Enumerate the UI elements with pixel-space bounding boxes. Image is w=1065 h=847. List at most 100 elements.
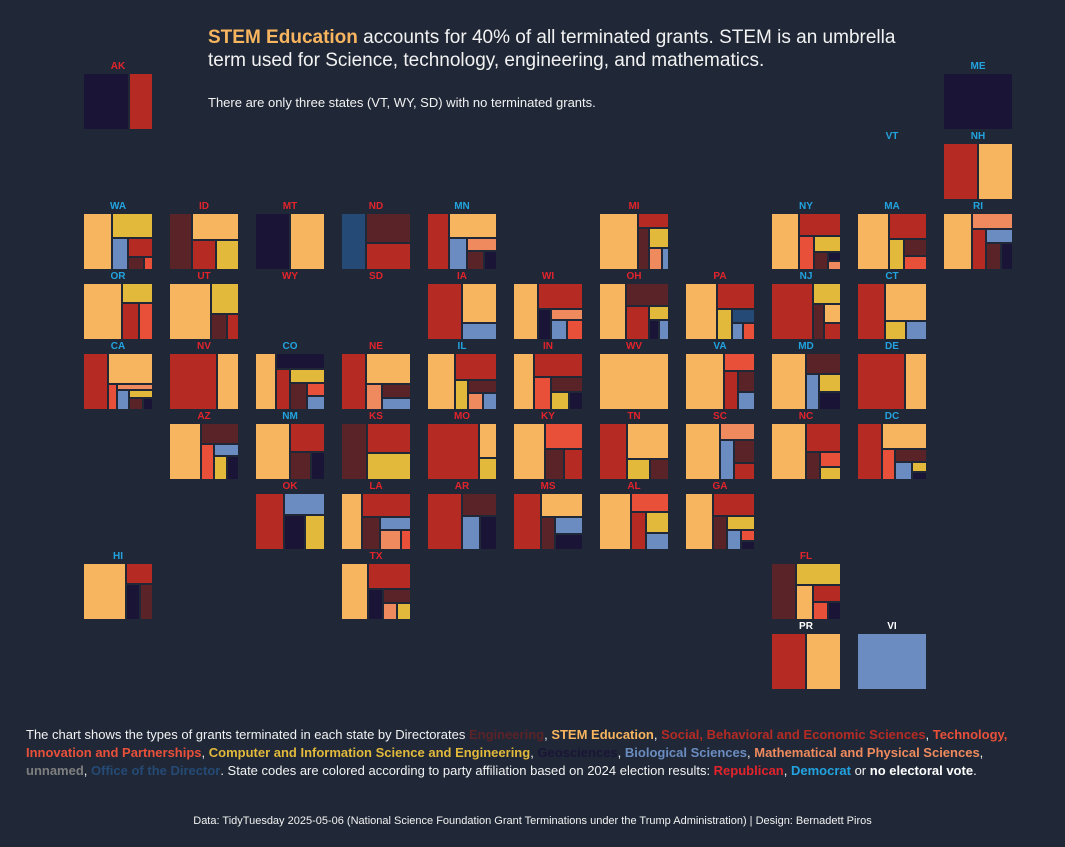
treemap-cell <box>943 73 1013 130</box>
treemap-cell <box>307 396 325 410</box>
treemap-cell <box>382 588 411 603</box>
treemap-cell <box>731 322 744 340</box>
state-tile-al: AL <box>599 481 669 550</box>
treemap-cell <box>599 213 638 270</box>
treemap-cell <box>213 456 228 480</box>
state-tile-tx: TX <box>341 551 411 620</box>
treemap-cell <box>813 304 825 340</box>
treemap-cell <box>985 243 1001 270</box>
state-label: TX <box>369 551 383 562</box>
state-treemap <box>685 493 755 550</box>
treemap-cell <box>685 423 720 480</box>
state-tile-or: OR <box>83 271 153 340</box>
treemap-cell <box>362 517 381 550</box>
treemap-cell <box>881 423 927 450</box>
treemap-cell <box>341 213 366 270</box>
treemap-cell <box>83 73 129 130</box>
treemap-cell <box>716 308 732 340</box>
treemap-cell <box>367 563 411 589</box>
treemap-cell <box>284 514 305 550</box>
treemap-cell <box>366 452 411 480</box>
treemap-cell <box>276 369 290 410</box>
treemap-cell <box>743 322 755 340</box>
treemap-cell <box>555 516 583 535</box>
treemap-cell <box>550 320 567 340</box>
treemap-cell <box>599 283 626 340</box>
state-label: NH <box>970 131 986 142</box>
treemap-cell <box>943 143 978 200</box>
state-treemap <box>943 143 1013 200</box>
treemap-cell <box>200 443 214 480</box>
state-tile-dc: DC <box>857 411 927 480</box>
treemap-cell <box>972 213 1013 229</box>
treemap-cell <box>978 143 1013 200</box>
treemap-cell <box>341 493 362 550</box>
treemap-cell <box>885 283 927 321</box>
state-tile-ne: NE <box>341 341 411 410</box>
treemap-cell <box>723 353 755 371</box>
treemap-cell <box>903 238 927 257</box>
treemap-cell <box>599 493 631 550</box>
treemap-cell <box>648 228 669 249</box>
state-label: MI <box>628 201 640 212</box>
state-tile-vi: VI <box>857 621 927 690</box>
legend-item-office-of-the-director: Office of the Director <box>91 763 221 778</box>
state-treemap <box>513 353 583 410</box>
legend-item-computer-and-information-science-and-engineering: Computer and Information Science and Eng… <box>208 745 531 760</box>
treemap-cell <box>799 235 815 270</box>
treemap-cell <box>341 353 366 410</box>
state-tile-mt: MT <box>255 201 325 270</box>
legend-item-stem-education: STEM Education <box>551 727 654 742</box>
state-treemap <box>599 493 669 550</box>
state-treemap <box>427 283 497 340</box>
legend-item-unnamed: unnamed <box>26 763 84 778</box>
treemap-cell <box>799 213 841 236</box>
treemap-cell <box>627 423 669 460</box>
treemap-cell <box>227 456 239 480</box>
state-label: VT <box>885 131 899 142</box>
state-label: MA <box>884 201 900 212</box>
state-treemap <box>83 563 153 620</box>
treemap-cell <box>716 283 755 309</box>
treemap-cell <box>737 391 755 410</box>
state-tile-ga: GA <box>685 481 755 550</box>
treemap-cell <box>216 240 239 270</box>
state-label: SD <box>369 271 383 282</box>
state-label: NY <box>799 201 813 212</box>
state-label: RI <box>973 201 983 212</box>
treemap-cell <box>806 633 841 690</box>
treemap-cell <box>771 283 813 340</box>
treemap-cell <box>311 451 325 480</box>
state-tile-la: LA <box>341 481 411 550</box>
treemap-cell <box>289 382 308 410</box>
treemap-cell <box>116 390 129 410</box>
treemap-cell <box>367 588 383 620</box>
state-tile-nc: NC <box>771 411 841 480</box>
state-treemap <box>513 423 583 480</box>
treemap-cell <box>169 353 217 410</box>
treemap-cell <box>341 423 367 480</box>
state-treemap <box>341 493 411 550</box>
state-label: MD <box>798 341 814 352</box>
treemap-cell <box>462 322 497 340</box>
treemap-cell <box>290 423 325 452</box>
treemap-cell <box>142 398 153 410</box>
treemap-cell <box>806 423 841 452</box>
treemap-cell <box>128 73 153 130</box>
treemap-cell <box>365 353 411 384</box>
state-treemap <box>685 283 755 340</box>
footer-or: or <box>850 763 870 778</box>
state-treemap <box>513 493 583 550</box>
treemap-cell <box>116 383 153 391</box>
footer-intro: The chart shows the types of grants term… <box>26 727 469 742</box>
treemap-cell <box>211 314 227 340</box>
state-treemap <box>857 143 927 200</box>
treemap-cell <box>972 228 986 270</box>
treemap-cell <box>365 213 411 243</box>
treemap-cell <box>685 283 717 340</box>
treemap-cell <box>534 353 583 378</box>
treemap-cell <box>112 237 129 270</box>
treemap-cell <box>857 283 885 340</box>
state-treemap <box>771 213 841 270</box>
treemap-cell <box>649 305 669 320</box>
